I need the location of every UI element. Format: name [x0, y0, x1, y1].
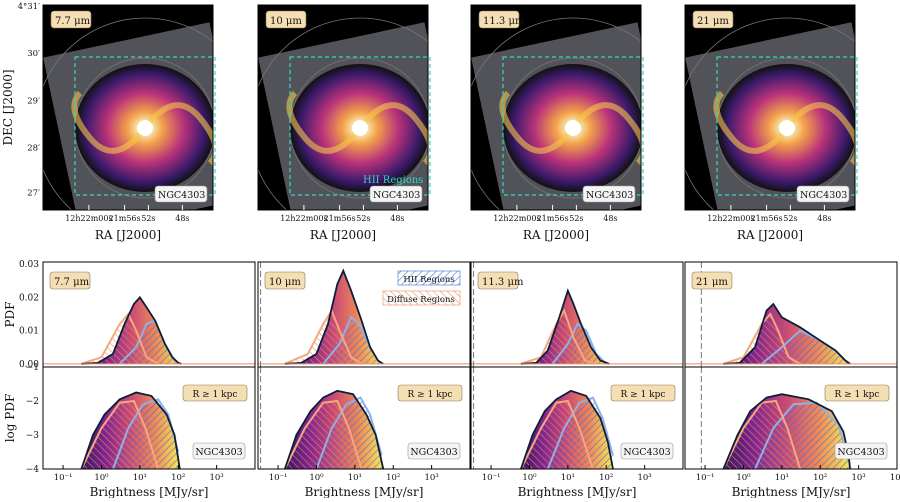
logpdf-ytick-label: −4 [26, 465, 40, 475]
x-tick-label: 10³ [424, 473, 438, 483]
pdf-ytick-label: 0.03 [19, 260, 39, 270]
radius-label: R ≥ 1 kpc [621, 390, 666, 400]
ra-tick-label: 12h22m00s [280, 214, 327, 223]
ra-tick-label: 21m56s [751, 214, 783, 223]
x-tick-label: 10⁴ [890, 473, 900, 483]
band-label: 21 μm [696, 277, 728, 288]
x-tick-label: 10⁻¹ [482, 473, 501, 483]
galaxy-label: NGC4303 [158, 190, 205, 201]
ra-axis-label: RA [J2000] [737, 228, 803, 242]
galaxy-label: NGC4303 [410, 447, 457, 458]
chart-panel: 11.3 μm R ≥ 1 kpc NGC4303 10⁻¹ 10⁰ 10¹ 10² 10³B… [471, 262, 683, 498]
band-label: 7.7 μm [54, 277, 90, 288]
radius-label: R ≥ 1 kpc [835, 390, 880, 400]
band-label: 21 μm [697, 16, 729, 27]
x-tick-label: 10² [171, 473, 185, 483]
ra-tick-label: 21m56s [324, 214, 356, 223]
band-label: 7.7 μm [55, 16, 91, 27]
ra-tick-label: 48s [175, 214, 189, 223]
x-tick-label: 10⁰ [309, 473, 324, 483]
x-tick-label: 10⁻¹ [54, 473, 73, 483]
galaxy-label: NGC4303 [800, 190, 847, 201]
galaxy-label: NGC4303 [195, 447, 242, 458]
image-panels: 7.7 μmNGC430312h22m00s21m56s 52s 48sRA [J2… [1, 2, 897, 242]
x-tick-label: 10¹ [561, 473, 575, 483]
logpdf-ytick-label: −2 [26, 397, 39, 407]
band-label: 11.3 μm [483, 16, 525, 27]
x-tick-label: 10³ [851, 473, 865, 483]
logpdf-ylabel: log PDF [3, 394, 17, 443]
x-tick-label: 10⁰ [522, 473, 537, 483]
pdf-ytick-label: 0.01 [19, 327, 39, 337]
ra-tick-label: 12h22m00s [65, 214, 112, 223]
dec-tick-label: 30′ [27, 49, 40, 59]
pdf-ytick-label: 0.02 [19, 293, 39, 303]
x-tick-label: 10⁻¹ [696, 473, 715, 483]
x-tick-label: 10³ [637, 473, 651, 483]
ra-axis-label: RA [J2000] [95, 228, 161, 242]
x-tick-label: 10¹ [133, 473, 147, 483]
galaxy-label: NGC4303 [373, 190, 420, 201]
image-panel: 7.7 μm NGC4303 12h22m00s21m56s 52s 48s RA [J2… [1, 2, 255, 242]
chart-panel: 10 μm HII Regions Diffuse Regions R ≥ 1 kpc… [258, 262, 470, 498]
radius-label: R ≥ 1 kpc [193, 390, 238, 400]
x-tick-label: 10⁰ [736, 473, 751, 483]
galaxy-label: NGC4303 [623, 447, 670, 458]
x-axis-label: Brightness [MJy/sr] [90, 485, 209, 498]
radius-label: R ≥ 1 kpc [408, 390, 453, 400]
x-tick-label: 10² [813, 473, 827, 483]
legend-hii-label: HII Regions [403, 275, 454, 285]
ra-tick-label: 52s [783, 214, 797, 223]
x-tick-label: 10⁻¹ [269, 473, 288, 483]
galaxy-label: NGC4303 [586, 190, 633, 201]
galaxy-nucleus [779, 120, 795, 136]
ra-tick-label: 21m56s [537, 214, 569, 223]
ra-tick-label: 48s [817, 214, 831, 223]
dec-axis-label: DEC [J2000] [1, 69, 15, 145]
x-tick-label: 10³ [209, 473, 223, 483]
legend-diffuse-label: Diffuse Regions [387, 295, 455, 305]
x-tick-label: 10¹ [348, 473, 362, 483]
ra-tick-label: 48s [390, 214, 404, 223]
chart-panel: 21 μm R ≥ 1 kpc NGC4303 10⁻¹ 10⁰ 10¹ 10² 10³ 10⁴… [685, 262, 900, 498]
ra-tick-label: 12h22m00s [493, 214, 540, 223]
logpdf-ytick-label: −1 [26, 363, 39, 373]
x-tick-label: 10¹ [775, 473, 789, 483]
x-tick-label: 10² [386, 473, 400, 483]
figure: 7.7 μmNGC430312h22m00s21m56s 52s 48sRA [J2… [0, 0, 900, 498]
x-axis-label: Brightness [MJy/sr] [732, 485, 851, 498]
pdf-ylabel: PDF [3, 301, 17, 327]
galaxy-nucleus [352, 120, 368, 136]
x-tick-label: 10⁰ [94, 473, 109, 483]
ra-tick-label: 48s [603, 214, 617, 223]
ra-tick-label: 52s [569, 214, 583, 223]
dec-tick-label: 28′ [27, 143, 40, 153]
galaxy-nucleus [565, 120, 581, 136]
band-label: 10 μm [269, 277, 301, 288]
band-label: 10 μm [270, 16, 302, 27]
dec-tick-label: 4°31′ [18, 2, 40, 12]
ra-axis-label: RA [J2000] [523, 228, 589, 242]
chart-panels: 7.7 μm0.000.010.020.03PDFR ≥ 1 kpcNGC430… [3, 260, 900, 498]
chart-panel: 7.7 μm 0.00 0.01 0.02 0.03 PDF R ≥ 1 kpc NGC430… [3, 260, 255, 498]
x-tick-label: 10² [599, 473, 613, 483]
ra-tick-label: 12h22m00s [707, 214, 754, 223]
ra-tick-label: 52s [141, 214, 155, 223]
x-axis-label: Brightness [MJy/sr] [518, 485, 637, 498]
ra-axis-label: RA [J2000] [310, 228, 376, 242]
galaxy-nucleus [137, 120, 153, 136]
ra-tick-label: 52s [356, 214, 370, 223]
dec-tick-label: 29′ [27, 96, 40, 106]
galaxy-label: NGC4303 [837, 447, 884, 458]
hii-legend-label: HII Regions [363, 175, 423, 186]
x-axis-label: Brightness [MJy/sr] [305, 485, 424, 498]
logpdf-ytick-label: −3 [26, 431, 40, 441]
ra-tick-label: 21m56s [109, 214, 141, 223]
dec-tick-label: 27′ [27, 189, 40, 199]
band-label: 11.3 μm [482, 277, 524, 288]
